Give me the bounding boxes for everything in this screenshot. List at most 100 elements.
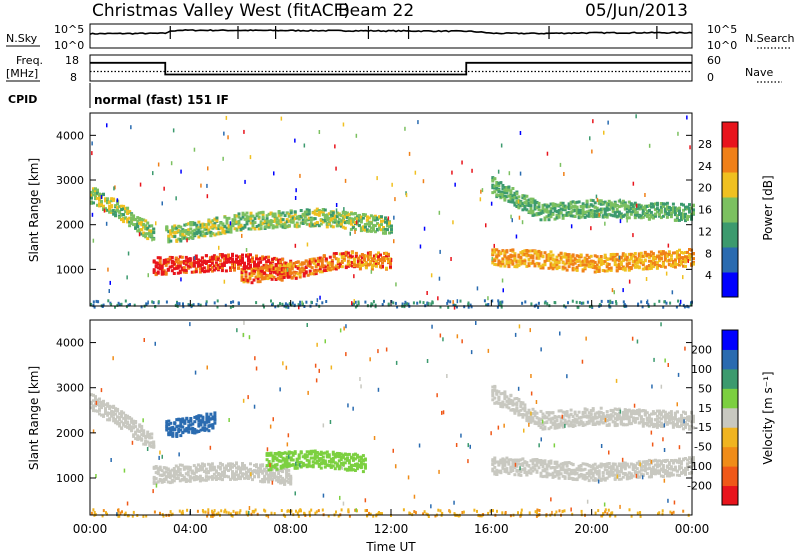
cell-band3 (357, 216, 361, 220)
cell-band3 (361, 213, 365, 216)
cell-band1 (237, 475, 240, 479)
noise-cell (234, 263, 236, 268)
cell-band3 (225, 217, 229, 220)
cell-band4 (675, 253, 679, 256)
cell-band3 (359, 220, 363, 224)
ground-scatter-cell (426, 301, 429, 305)
cell-band4 (517, 462, 521, 466)
cell-band0 (112, 212, 116, 216)
cell-band2 (321, 451, 325, 455)
cell-band5 (631, 204, 635, 208)
cell-band5 (661, 202, 665, 206)
cell-band1 (220, 473, 224, 477)
ground-scatter-cell (157, 300, 160, 304)
cell-band4 (579, 468, 583, 472)
cell-band1 (174, 472, 178, 476)
cell-band3 (337, 220, 341, 224)
nave-label: Nave (745, 66, 773, 79)
cell-band4 (511, 469, 515, 472)
cell-band3 (201, 415, 205, 419)
cell-band1 (231, 465, 234, 469)
cell-band5 (543, 218, 547, 222)
cell-band4 (585, 472, 589, 475)
noise-cell (395, 282, 397, 287)
cell-band4 (682, 264, 685, 268)
ground-scatter-cell (600, 299, 603, 303)
cell-band2 (262, 276, 266, 280)
cell-band0 (124, 216, 128, 220)
cell-band4 (491, 248, 495, 252)
nsky-series-line (89, 28, 693, 36)
cell-band4 (543, 460, 547, 464)
cell-band0 (118, 418, 122, 422)
cell-band4 (667, 253, 671, 256)
cell-band2 (313, 449, 317, 453)
cell-band1 (222, 257, 226, 261)
cell-band1 (198, 466, 202, 470)
cell-band3 (390, 230, 393, 234)
cell-band3 (229, 227, 233, 231)
cell-band1 (227, 462, 230, 466)
cell-band3 (273, 219, 277, 223)
cell-band5 (627, 209, 631, 213)
cell-band5 (621, 214, 625, 218)
cell-band0 (124, 417, 128, 421)
cell-band5 (633, 211, 637, 215)
cell-band3 (209, 230, 213, 234)
cell-band2 (308, 258, 312, 262)
cell-band3 (297, 217, 301, 221)
cell-band5 (577, 211, 581, 214)
cell-band4 (631, 474, 635, 478)
cell-band2 (321, 455, 325, 459)
cell-band0 (98, 196, 101, 200)
cell-band3 (239, 224, 243, 228)
noise-cell (438, 210, 441, 215)
cell-band4 (651, 265, 655, 269)
cell-band3 (227, 230, 231, 234)
cell-band1 (255, 254, 258, 258)
noise-cell (172, 128, 175, 133)
cell-band2 (356, 264, 360, 268)
ground-scatter-cell (459, 299, 462, 303)
cell-band3 (283, 221, 287, 225)
noise-cell (408, 151, 411, 156)
cell-band3 (203, 227, 207, 231)
noise-cell (100, 195, 103, 200)
cell-band4 (517, 468, 521, 472)
cell-band2 (359, 462, 363, 466)
cell-band5 (497, 181, 501, 185)
cell-band4 (659, 460, 663, 464)
cell-band4 (684, 257, 687, 261)
cell-band2 (317, 464, 321, 468)
cell-band5 (692, 208, 695, 212)
noise-cell (452, 300, 454, 305)
cell-band4 (571, 268, 575, 272)
cell-band3 (205, 225, 209, 229)
cell-band2 (355, 465, 359, 469)
cell-band0 (150, 436, 154, 440)
cell-band4 (671, 264, 675, 268)
cell-band5 (625, 210, 629, 214)
cell-band5 (529, 197, 533, 201)
ground-scatter-cell (496, 305, 499, 309)
cell-band2 (358, 262, 362, 266)
cell-band2 (279, 464, 283, 468)
noise-cell (334, 144, 336, 149)
cell-band4 (511, 254, 515, 258)
cell-band0 (112, 198, 116, 202)
cell-band3 (339, 224, 343, 228)
cell-band2 (285, 461, 289, 464)
cell-band1 (227, 257, 230, 261)
cell-band3 (263, 225, 267, 229)
cell-band4 (577, 258, 581, 262)
cell-band2 (306, 264, 310, 268)
cell-band1 (206, 264, 210, 268)
cell-band2 (295, 466, 299, 470)
cell-band1 (227, 469, 230, 472)
cell-band1 (247, 259, 250, 263)
cell-band5 (633, 203, 637, 207)
cell-band4 (653, 470, 657, 474)
noise-cell (343, 207, 345, 212)
cell-band4 (627, 265, 631, 269)
cell-band4 (561, 468, 565, 472)
